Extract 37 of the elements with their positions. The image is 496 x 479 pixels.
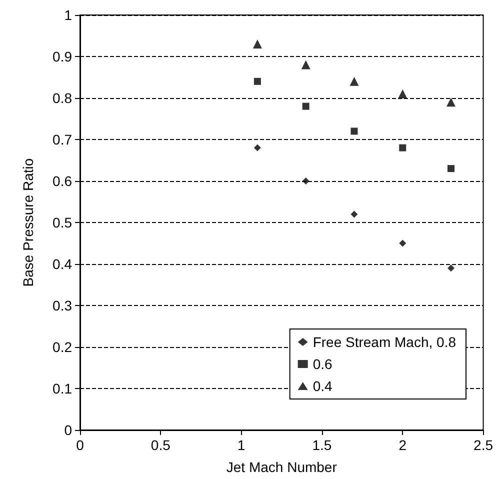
x-axis-title: Jet Mach Number — [226, 459, 338, 475]
legend-label: 0.6 — [312, 356, 333, 372]
point — [350, 210, 358, 218]
point — [399, 240, 406, 247]
y-tick-label: 0.2 — [52, 339, 72, 355]
point — [350, 128, 358, 135]
x-tick-label: 2.5 — [474, 437, 494, 453]
y-tick-label: 0.5 — [52, 214, 72, 230]
point — [254, 144, 261, 152]
point — [446, 98, 456, 107]
point — [448, 264, 455, 272]
y-tick-label: 0.9 — [52, 48, 72, 64]
y-tick-label: 0.6 — [52, 173, 72, 189]
x-tick-label: 1 — [237, 437, 246, 453]
y-tick-label: 1 — [64, 7, 72, 23]
x-tick-label: 2 — [398, 437, 407, 453]
point — [254, 78, 261, 85]
y-tick-label: 0.3 — [52, 298, 72, 314]
point — [302, 178, 310, 184]
x-tick-label: 1.5 — [312, 437, 332, 453]
y-tick-label: 0.7 — [52, 132, 72, 148]
y-tick-label: 0.8 — [52, 90, 72, 106]
point — [350, 76, 359, 86]
x-tick-label: 0.5 — [150, 437, 171, 453]
point — [301, 60, 310, 70]
y-tick-label: 0.4 — [52, 256, 72, 272]
point — [398, 89, 408, 98]
x-tick-label: 0 — [76, 437, 84, 453]
point — [448, 165, 455, 172]
y-tick-label: 0 — [64, 422, 72, 438]
y-axis-title: Base Pressure Ratio — [20, 158, 36, 287]
point — [399, 144, 406, 152]
point — [252, 40, 262, 49]
y-tick-label: 0.1 — [52, 380, 72, 396]
legend-label: Free Stream Mach, 0.8 — [312, 334, 456, 350]
point — [302, 102, 310, 110]
legend-label: 0.4 — [312, 378, 333, 394]
